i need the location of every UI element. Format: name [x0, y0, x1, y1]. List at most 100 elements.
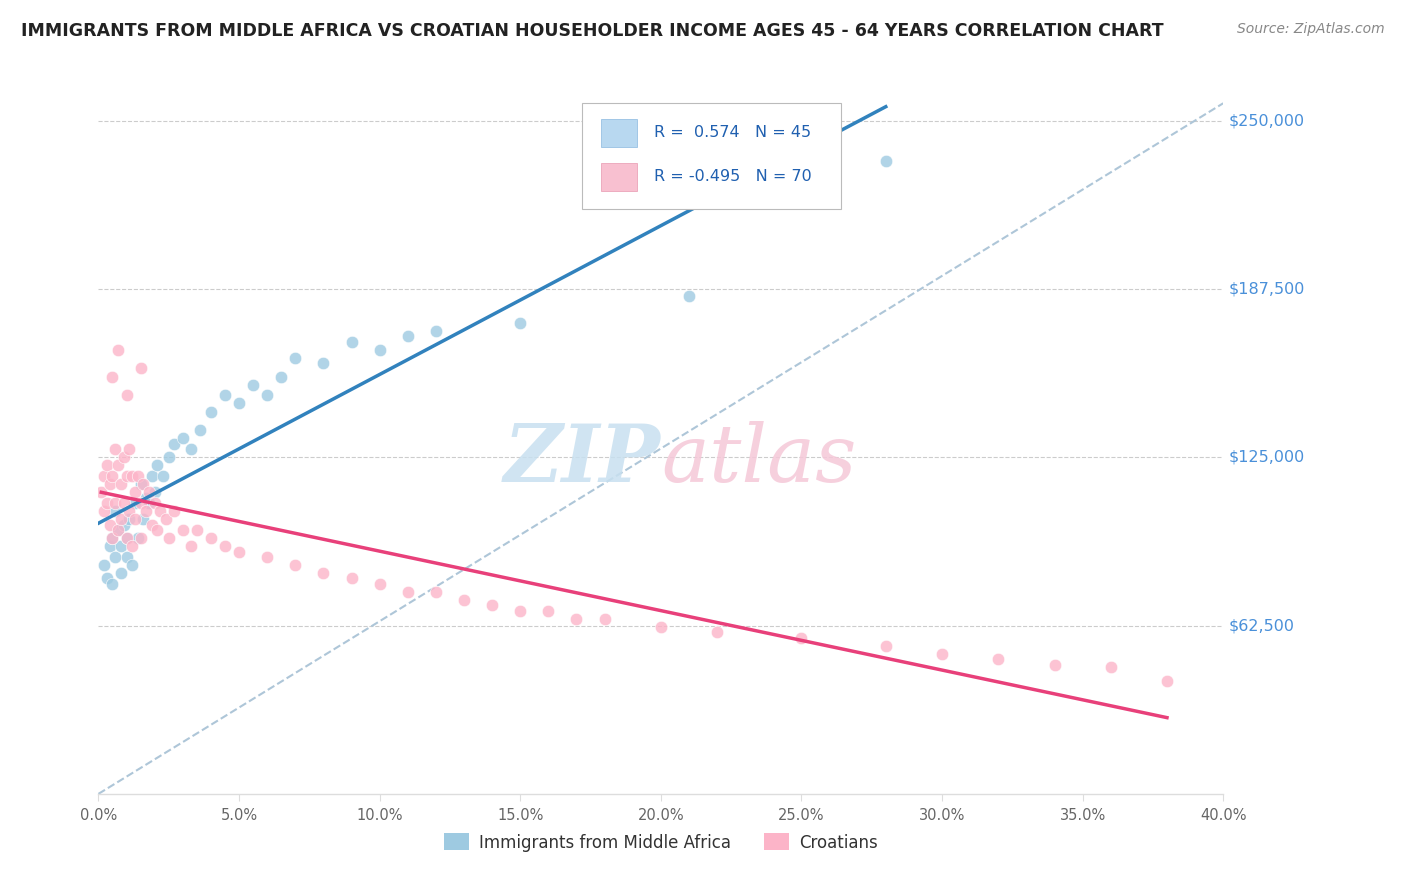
Bar	[602, 163, 637, 191]
Point	[132, 477, 155, 491]
Point	[121, 539, 143, 553]
Point	[112, 496, 135, 510]
Point	[115, 469, 138, 483]
Point	[157, 531, 180, 545]
Point	[256, 549, 278, 564]
Point	[678, 289, 700, 303]
Point	[481, 599, 503, 613]
Point	[875, 639, 897, 653]
Point	[228, 396, 250, 410]
Point	[110, 539, 132, 553]
Point	[138, 485, 160, 500]
Point	[146, 523, 169, 537]
Point	[110, 477, 132, 491]
Point	[101, 577, 124, 591]
Legend: Immigrants from Middle Africa, Croatians: Immigrants from Middle Africa, Croatians	[437, 827, 884, 858]
FancyBboxPatch shape	[582, 103, 841, 209]
Point	[93, 469, 115, 483]
Point	[425, 585, 447, 599]
Point	[107, 523, 129, 537]
Point	[425, 324, 447, 338]
Text: IMMIGRANTS FROM MIDDLE AFRICA VS CROATIAN HOUSEHOLDER INCOME AGES 45 - 64 YEARS : IMMIGRANTS FROM MIDDLE AFRICA VS CROATIA…	[21, 22, 1164, 40]
Point	[138, 496, 160, 510]
Point	[90, 485, 112, 500]
Point	[396, 585, 419, 599]
Point	[104, 442, 127, 457]
Point	[118, 504, 141, 518]
Point	[141, 517, 163, 532]
Text: ZIP: ZIP	[503, 421, 661, 499]
Point	[270, 369, 292, 384]
Point	[127, 531, 149, 545]
Point	[157, 450, 180, 465]
Point	[155, 512, 177, 526]
Point	[509, 604, 531, 618]
Point	[228, 544, 250, 558]
Point	[93, 558, 115, 572]
Point	[340, 572, 363, 586]
Point	[101, 469, 124, 483]
Point	[537, 604, 560, 618]
Point	[284, 351, 307, 365]
Point	[118, 512, 141, 526]
Point	[1099, 660, 1122, 674]
Point	[368, 343, 391, 357]
Point	[214, 539, 236, 553]
Text: Source: ZipAtlas.com: Source: ZipAtlas.com	[1237, 22, 1385, 37]
Text: atlas: atlas	[661, 421, 856, 499]
Point	[110, 512, 132, 526]
Point	[107, 343, 129, 357]
Point	[104, 504, 127, 518]
Point	[146, 458, 169, 473]
Point	[242, 377, 264, 392]
Point	[163, 437, 186, 451]
Point	[96, 572, 118, 586]
Point	[650, 620, 672, 634]
Text: R =  0.574   N = 45: R = 0.574 N = 45	[654, 126, 811, 140]
Point	[152, 469, 174, 483]
Point	[453, 593, 475, 607]
Point	[115, 549, 138, 564]
Point	[200, 531, 222, 545]
Point	[593, 612, 616, 626]
Point	[127, 469, 149, 483]
Point	[118, 442, 141, 457]
Point	[180, 539, 202, 553]
Point	[112, 450, 135, 465]
Point	[312, 566, 335, 580]
Point	[931, 647, 953, 661]
Point	[93, 504, 115, 518]
Point	[163, 504, 186, 518]
Point	[135, 504, 157, 518]
Point	[135, 491, 157, 505]
Point	[104, 496, 127, 510]
Point	[565, 612, 588, 626]
Text: R = -0.495   N = 70: R = -0.495 N = 70	[654, 169, 811, 185]
Point	[101, 531, 124, 545]
Point	[129, 496, 152, 510]
Point	[368, 577, 391, 591]
Text: $187,500: $187,500	[1229, 282, 1305, 296]
Point	[124, 496, 146, 510]
Point	[124, 512, 146, 526]
Point	[96, 458, 118, 473]
Point	[121, 469, 143, 483]
Point	[875, 154, 897, 169]
Point	[188, 424, 211, 438]
Point	[172, 523, 194, 537]
Point	[141, 469, 163, 483]
Point	[107, 523, 129, 537]
Point	[790, 631, 813, 645]
Point	[396, 329, 419, 343]
Point	[1156, 673, 1178, 688]
Point	[149, 504, 172, 518]
Point	[214, 388, 236, 402]
Point	[143, 496, 166, 510]
Point	[98, 517, 121, 532]
Text: $250,000: $250,000	[1229, 113, 1305, 128]
Point	[96, 496, 118, 510]
Point	[987, 652, 1010, 666]
Point	[143, 485, 166, 500]
Point	[1043, 657, 1066, 672]
Point	[124, 485, 146, 500]
